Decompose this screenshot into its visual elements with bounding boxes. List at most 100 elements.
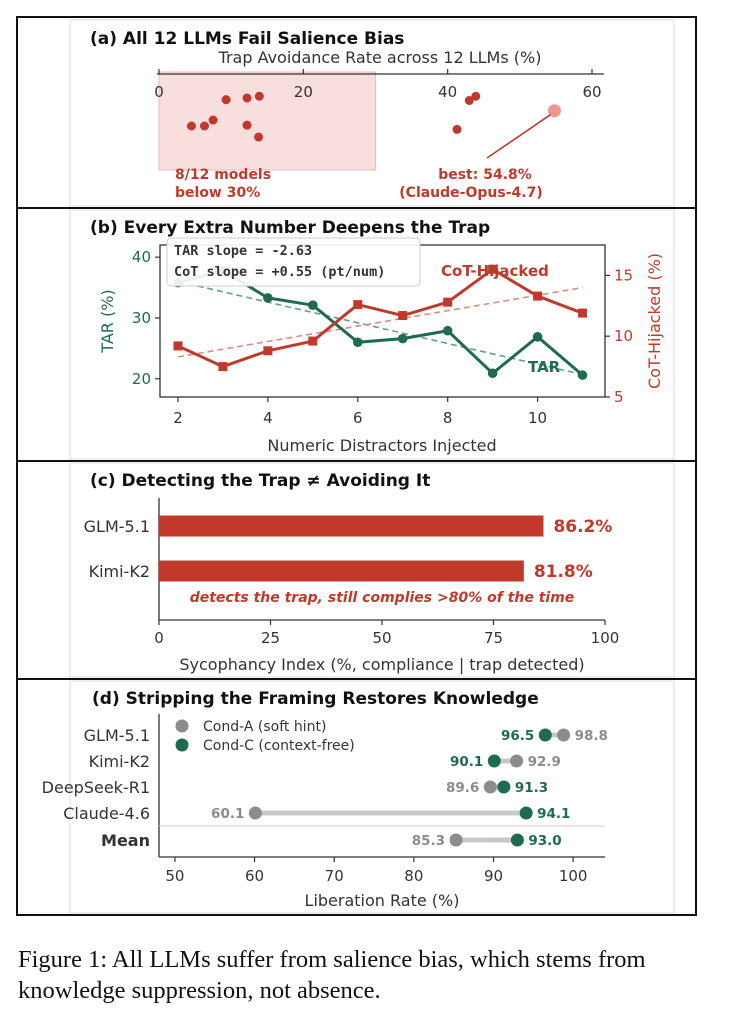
panel-b-left-tick-label: 20 [132, 370, 151, 388]
panel-b-x-tick-label: 2 [173, 409, 183, 427]
panel-d-category-label: GLM-5.1 [84, 726, 150, 745]
cond-c-point [519, 806, 533, 820]
cond-a-point [557, 728, 571, 742]
panel-b-frame [69, 209, 675, 460]
tar-point [397, 333, 408, 344]
panel-b-title: (b) Every Extra Number Deepens the Trap [90, 218, 490, 238]
left-annotation-line1: 8/12 models [175, 167, 271, 183]
panel-b-trend-lines [177, 280, 583, 376]
panel-b-right-tick-label: 10 [614, 327, 633, 345]
panel-c-category-label: Kimi-K2 [89, 562, 150, 581]
panel-d-ticks: 50 60 70 80 90 100 [165, 857, 587, 885]
panel-d-tick-label: 60 [245, 867, 264, 885]
cond-c-point [510, 833, 524, 847]
cot-trend-line [177, 286, 583, 358]
cond-a-point [248, 806, 262, 820]
panel-c-ticks: 0 25 50 75 100 [154, 620, 619, 647]
panel-c-bars: GLM-5.1 86.2% Kimi-K2 81.8% [84, 515, 612, 582]
cond-c-point [538, 728, 552, 742]
model-point [242, 120, 252, 130]
panel-c-tick-label: 0 [154, 629, 164, 647]
cot-point [308, 336, 318, 346]
cot-point [353, 300, 363, 310]
panel-c: (c) Detecting the Trap ≠ Avoiding It GLM… [69, 462, 675, 678]
model-point [221, 95, 231, 105]
cond-c-point [497, 780, 511, 794]
figure-frame [16, 16, 697, 916]
tar-point [352, 337, 363, 348]
below-30-region [158, 71, 376, 171]
panel-c-title: (c) Detecting the Trap ≠ Avoiding It [90, 471, 430, 491]
panel-b-series [173, 264, 588, 380]
panel-b: (b) Every Extra Number Deepens the Trap … [69, 209, 675, 460]
model-point [199, 121, 209, 131]
tar-point [442, 325, 453, 336]
tar-point [577, 370, 588, 380]
panel-b-right-tick-label: 5 [614, 388, 624, 406]
panel-a-tick-label: 20 [294, 83, 313, 101]
panel-c-tick-label: 100 [591, 629, 620, 647]
panel-d-title: (d) Stripping the Framing Restores Knowl… [92, 689, 539, 709]
legend-label-cond-c: Cond-C (context-free) [203, 738, 355, 754]
panel-c-note: detects the trap, still complies >80% of… [190, 590, 575, 606]
panel-a-tick-label: 0 [154, 83, 164, 101]
cot-point [218, 362, 228, 372]
cot-point [533, 291, 543, 301]
panel-b-right-tick-label: 15 [614, 266, 633, 284]
panel-b-left-tick-label: 30 [132, 309, 151, 327]
panel-d-legend: Cond-A (soft hint) Cond-C (context-free) [175, 719, 355, 754]
panel-b-left-tick-label: 40 [132, 248, 151, 266]
cot-point [443, 297, 453, 307]
panel-b-x-label: Numeric Distractors Injected [267, 436, 496, 455]
model-point [452, 124, 462, 134]
panel-b-x-tick-label: 8 [443, 409, 453, 427]
cond-c-value-label: 94.1 [537, 806, 570, 822]
panel-c-category-label: GLM-5.1 [84, 517, 150, 536]
panel-b-x-tick-label: 10 [528, 409, 547, 427]
cot-point [578, 308, 588, 318]
panel-a-frame [69, 19, 675, 207]
tar-point [263, 293, 273, 303]
panel-b-x-tick-label: 4 [263, 409, 273, 427]
sycophancy-value-label: 86.2% [553, 517, 612, 537]
tar-label: TAR [528, 358, 561, 376]
cot-point [398, 311, 408, 321]
model-point [471, 91, 481, 101]
cond-c-value-label: 96.5 [501, 728, 534, 744]
panel-d-tick-label: 70 [325, 867, 344, 885]
cond-a-value-label: 92.9 [528, 754, 561, 770]
cond-c-value-label: 91.3 [515, 780, 548, 796]
panel-d-tick-label: 80 [404, 867, 423, 885]
cot-point [488, 264, 498, 274]
cond-a-value-label: 98.8 [575, 728, 608, 744]
panel-d-tick-label: 50 [165, 867, 184, 885]
cot-slope-text: CoT slope = +0.55 (pt/num) [174, 264, 385, 280]
panel-a-tick-label: 60 [582, 83, 601, 101]
panel-d-frame [69, 680, 675, 914]
panel-d-category-label: Kimi-K2 [89, 752, 150, 771]
best-model-point [547, 104, 561, 118]
tar-point [308, 300, 318, 310]
model-point [186, 121, 196, 131]
panel-a-subtitle: Trap Avoidance Rate across 12 LLMs (%) [218, 48, 542, 67]
panel-d-tick-label: 90 [484, 867, 503, 885]
panel-d-tick-label: 100 [559, 867, 588, 885]
model-point [208, 115, 218, 125]
best-annotation-line1: best: 54.8% [438, 167, 532, 183]
panel-a-points [186, 91, 561, 142]
left-annotation-line2: below 30% [175, 185, 260, 201]
cot-point [263, 346, 273, 356]
model-point [464, 96, 474, 105]
panel-d-x-label: Liberation Rate (%) [305, 891, 460, 910]
sycophancy-value-label: 81.8% [534, 562, 593, 582]
figure: (a) All 12 LLMs Fail Salience Bias Trap … [16, 16, 697, 916]
panel-d: (d) Stripping the Framing Restores Knowl… [42, 680, 675, 914]
panel-c-x-label: Sycophancy Index (%, compliance | trap d… [179, 655, 584, 674]
best-annotation-line [486, 114, 551, 159]
panel-b-left-y-label: TAR (%) [98, 289, 117, 353]
slope-box [166, 237, 421, 287]
panel-d-category-label: Claude-4.6 [63, 804, 150, 823]
figure-caption: Figure 1: All LLMs suffer from salience … [18, 946, 646, 1004]
panel-a-title: (a) All 12 LLMs Fail Salience Bias [90, 29, 404, 49]
cond-a-point [483, 780, 497, 794]
